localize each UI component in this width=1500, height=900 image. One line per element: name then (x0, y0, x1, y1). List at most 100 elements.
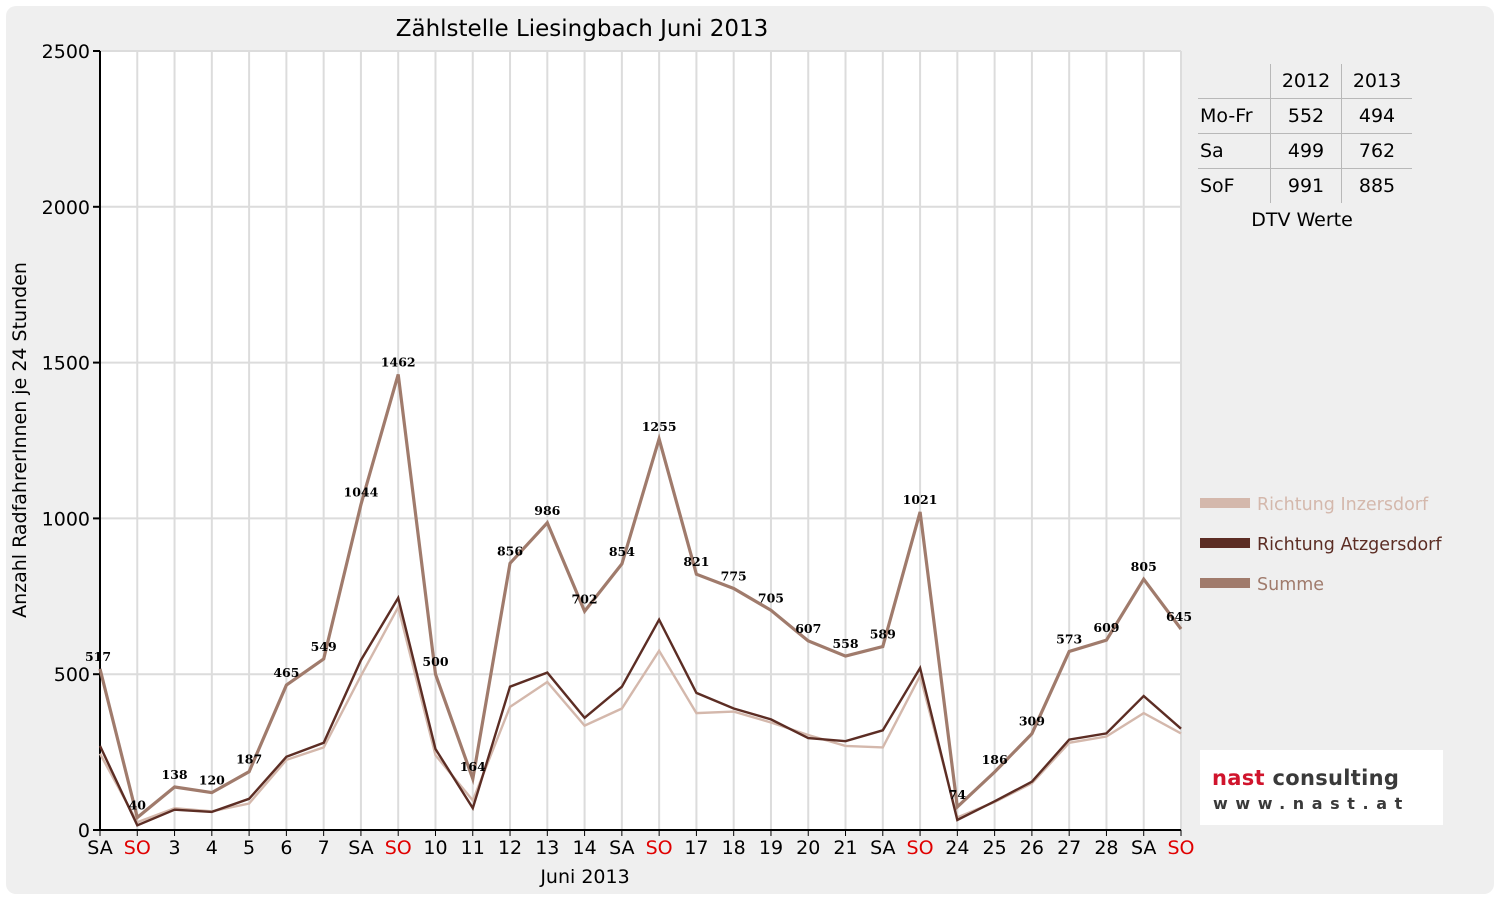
dtv-value: 552 (1270, 98, 1342, 134)
series-line-summe (98, 373, 1183, 821)
x-tick-label: 24 (945, 837, 969, 859)
data-label: 164 (460, 759, 486, 774)
x-axis-title: Juni 2013 (539, 866, 629, 888)
dtv-row-label: SoF (1200, 175, 1235, 197)
x-tick-label: SA (87, 837, 112, 859)
y-tick-label: 0 (78, 820, 90, 842)
legend-swatch (1200, 538, 1250, 548)
x-tick-label: 11 (461, 837, 485, 859)
legend-swatch (1200, 498, 1250, 508)
dtv-value: 991 (1270, 168, 1342, 203)
dtv-table: 2012 2013 Mo-Fr 552 494 Sa 499 762 SoF 9… (1198, 64, 1412, 203)
data-label: 1462 (381, 354, 416, 369)
data-label: 187 (236, 752, 262, 767)
x-tick-label: SO (124, 837, 151, 859)
legend-label: Richtung Inzersdorf (1257, 495, 1429, 515)
logo-word-consulting: consulting (1264, 766, 1400, 790)
data-label: 186 (982, 752, 1008, 767)
dtv-row-label: Sa (1198, 133, 1271, 169)
dtv-row-sof: SoF 991 885 (1198, 168, 1412, 203)
x-tick-label: 21 (833, 837, 857, 859)
dtv-value: 762 (1341, 133, 1412, 169)
x-tick-label: SO (646, 837, 673, 859)
x-tick-label: 18 (722, 837, 746, 859)
series-line-atzgersdorf (98, 594, 1182, 827)
data-label: 500 (422, 654, 448, 669)
dtv-header-2012: 2012 (1270, 64, 1342, 99)
y-tick-label: 2000 (42, 197, 90, 219)
dtv-value: 885 (1341, 168, 1412, 203)
x-tick-label: SA (870, 837, 895, 859)
y-tick-label: 2500 (42, 41, 90, 63)
x-tick-label: 6 (280, 837, 292, 859)
logo-word-nast: nast (1212, 766, 1265, 790)
dtv-header-2013: 2013 (1341, 64, 1412, 99)
dtv-value: 499 (1270, 133, 1342, 169)
x-tick-label: 5 (243, 837, 255, 859)
x-tick-label: 4 (206, 837, 218, 859)
x-tick-label: 12 (498, 837, 522, 859)
x-tick-label: 7 (318, 837, 330, 859)
x-tick-label: SA (348, 837, 373, 859)
data-label: 1044 (344, 485, 379, 500)
y-tick-label: 500 (54, 664, 90, 686)
data-label: 805 (1131, 559, 1157, 574)
data-label: 607 (795, 621, 821, 636)
dtv-header-row: 2012 2013 (1198, 64, 1412, 99)
y-tick-label: 1000 (42, 508, 90, 530)
data-label: 1255 (642, 419, 677, 434)
x-tick-label: 26 (1020, 837, 1044, 859)
data-label: 821 (683, 554, 709, 569)
x-tick-label: SO (1167, 837, 1194, 859)
chart-title: Zählstelle Liesingbach Juni 2013 (396, 16, 769, 42)
dtv-row-mofr: Mo-Fr 552 494 (1198, 98, 1412, 134)
x-tick-label: 27 (1057, 837, 1081, 859)
x-tick-label: 3 (169, 837, 181, 859)
data-label: 645 (1166, 609, 1192, 624)
data-label: 573 (1056, 631, 1082, 646)
x-tick-label: 19 (759, 837, 783, 859)
data-label: 775 (721, 569, 747, 584)
x-tick-label: SO (385, 837, 412, 859)
x-tick-label: 17 (684, 837, 708, 859)
x-tick-label: 10 (423, 837, 447, 859)
legend-label: Richtung Atzgersdorf (1257, 535, 1442, 555)
data-label: 558 (832, 636, 858, 651)
x-tick-label: SA (609, 837, 634, 859)
dtv-value: 494 (1341, 98, 1412, 134)
data-label: 74 (949, 787, 967, 802)
y-axis-title: Anzahl RadfahrerInnen je 24 Stunden (9, 262, 31, 618)
legend-swatch (1200, 578, 1250, 588)
data-label: 138 (162, 767, 188, 782)
company-logo: nast consulting www.nast.at (1200, 750, 1443, 825)
x-tick-label: 13 (535, 837, 559, 859)
dtv-caption: DTV Werte (1251, 209, 1353, 231)
data-label: 702 (572, 591, 598, 606)
data-label: 589 (870, 626, 896, 641)
data-label: 40 (129, 798, 147, 813)
data-label: 120 (199, 773, 225, 788)
data-label: 1021 (903, 492, 938, 507)
x-tick-label: SO (907, 837, 934, 859)
x-tick-label: 20 (796, 837, 820, 859)
y-tick-label: 1500 (42, 353, 90, 375)
x-tick-label: 28 (1094, 837, 1118, 859)
dtv-header-empty (1198, 64, 1271, 99)
data-label: 309 (1019, 714, 1045, 729)
dtv-row-label: Mo-Fr (1198, 98, 1271, 134)
data-label: 609 (1093, 620, 1119, 635)
data-label: 465 (273, 665, 299, 680)
logo-wordmark: nast consulting (1212, 766, 1399, 790)
data-label: 856 (497, 543, 523, 558)
x-tick-label: SA (1131, 837, 1156, 859)
dtv-row-sa: Sa 499 762 (1198, 133, 1412, 169)
x-tick-label: 25 (983, 837, 1007, 859)
data-label: 854 (609, 544, 635, 559)
data-label: 549 (311, 639, 337, 654)
x-tick-label: 14 (572, 837, 596, 859)
data-label: 517 (85, 649, 111, 664)
logo-url: www.nast.at (1213, 794, 1410, 813)
data-label: 986 (534, 503, 560, 518)
data-label: 705 (758, 590, 784, 605)
